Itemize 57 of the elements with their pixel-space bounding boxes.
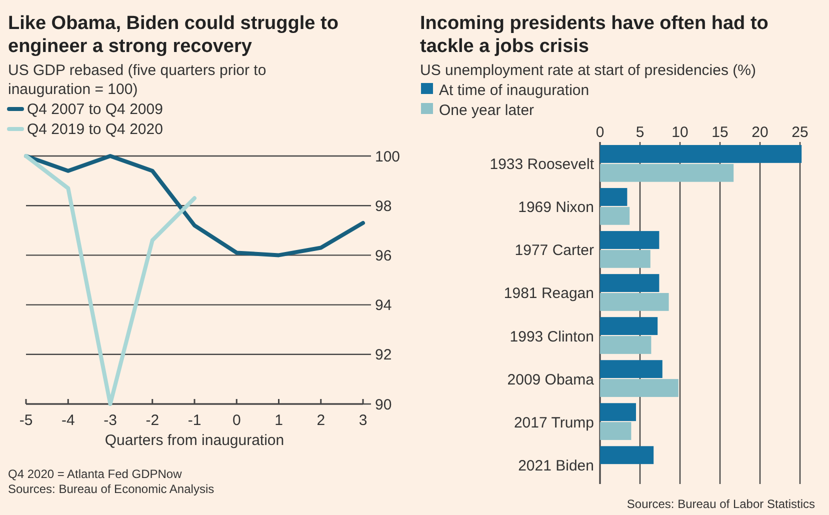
bar xyxy=(600,360,662,378)
x-tick-label: 1 xyxy=(274,412,283,429)
y-tick-label: 2017 Trump xyxy=(514,414,594,432)
x-tick-label: 2 xyxy=(316,412,326,429)
y-tick-label: 1981 Reagan xyxy=(504,285,594,302)
y-tick-label: 98 xyxy=(375,198,392,215)
x-tick-label: 3 xyxy=(358,412,368,429)
chart-subtitle: US GDP rebased (five quarters prior to inauguration = 100) xyxy=(8,62,266,98)
chart-title: Like Obama, Biden could struggle to engineer a strong recovery xyxy=(8,13,338,57)
x-tick-label: -1 xyxy=(188,412,202,429)
y-tick-label: 2021 Biden xyxy=(518,457,594,474)
x-tick-label: 5 xyxy=(636,124,644,141)
bar xyxy=(600,145,802,163)
chart-title: Incoming presidents have often had to tackle a jobs crisis xyxy=(420,13,768,57)
source-note: Sources: Bureau of Labor Statistics xyxy=(626,497,815,511)
bar xyxy=(600,206,630,225)
bar xyxy=(600,336,652,354)
x-tick-label: 0 xyxy=(596,124,604,141)
source-note: Sources: Bureau of Economic Analysis xyxy=(8,482,214,496)
y-tick-label: 2009 Obama xyxy=(507,371,595,388)
legend-label: One year later xyxy=(439,102,534,119)
x-tick-label: -4 xyxy=(61,412,75,429)
bar xyxy=(600,403,636,422)
x-tick-label: 25 xyxy=(792,124,808,141)
x-tick-label: -2 xyxy=(146,412,160,429)
y-tick-label: 1969 Nixon xyxy=(518,199,594,216)
bar xyxy=(600,188,628,206)
bar xyxy=(600,422,632,440)
bar xyxy=(600,292,669,311)
x-tick-label: 10 xyxy=(672,124,688,141)
bar xyxy=(600,379,678,397)
y-tick-label: 1993 Clinton xyxy=(510,328,594,346)
line-series xyxy=(24,154,196,406)
bar xyxy=(600,317,658,336)
x-tick-label: 0 xyxy=(232,412,241,429)
bar xyxy=(600,164,734,182)
x-axis-title: Quarters from inauguration xyxy=(104,432,284,449)
y-tick-label: 94 xyxy=(375,297,392,314)
y-tick-label: 1933 Roosevelt xyxy=(490,156,595,174)
y-tick-label: 100 xyxy=(375,148,400,166)
y-tick-label: 1977 Carter xyxy=(514,242,594,260)
legend-label: Q4 2019 to Q4 2020 xyxy=(27,121,163,138)
y-tick-label: 90 xyxy=(375,396,392,414)
bar xyxy=(600,250,650,268)
legend-label: Q4 2007 to Q4 2009 xyxy=(27,101,163,118)
x-tick-label: -3 xyxy=(104,412,117,429)
x-tick-label: 15 xyxy=(712,124,728,141)
bar xyxy=(600,274,660,292)
x-tick-label: 20 xyxy=(752,124,768,141)
legend-label: At time of inauguration xyxy=(439,82,590,99)
bar xyxy=(600,446,654,464)
chart-subtitle: US unemployment rate at start of presidencies (%) xyxy=(420,62,756,79)
x-tick-label: -5 xyxy=(19,412,33,429)
bar xyxy=(600,231,660,249)
y-tick-label: 92 xyxy=(375,346,392,364)
y-tick-label: 96 xyxy=(375,247,392,264)
text: Q4 2020 = Atlanta Fed GDPNow xyxy=(8,467,182,481)
